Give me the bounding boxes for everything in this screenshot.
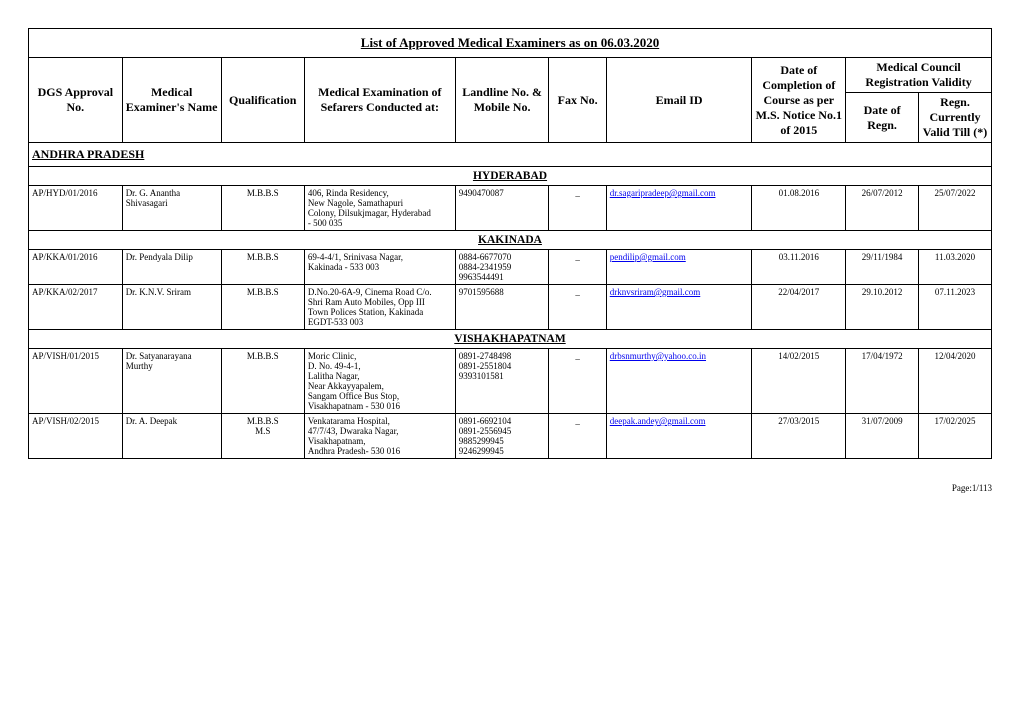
state-header: ANDHRA PRADESH	[29, 143, 992, 167]
table-title: List of Approved Medical Examiners as on…	[29, 29, 992, 58]
col-regn-valid: Regn. Currently Valid Till (*)	[919, 93, 992, 143]
table-row: AP/HYD/01/2016Dr. G. Anantha Shivasagari…	[29, 186, 992, 231]
table-row: AP/VISH/02/2015Dr. A. DeepakM.B.B.S M.SV…	[29, 414, 992, 459]
col-name: Medical Examiner's Name	[122, 58, 221, 143]
examiners-table: List of Approved Medical Examiners as on…	[28, 28, 992, 459]
email-link[interactable]: drbsnmurthy@yahoo.co.in	[610, 351, 706, 361]
city-header: KAKINADA	[29, 231, 992, 250]
col-qual: Qualification	[221, 58, 304, 143]
col-dgs: DGS Approval No.	[29, 58, 123, 143]
col-date-course: Date of Completion of Course as per M.S.…	[752, 58, 846, 143]
page-footer: Page:1/113	[28, 483, 992, 493]
table-row: AP/KKA/01/2016Dr. Pendyala DilipM.B.B.S6…	[29, 250, 992, 285]
col-date-regn: Date of Regn.	[846, 93, 919, 143]
city-header: HYDERABAD	[29, 167, 992, 186]
email-link[interactable]: pendilip@gmail.com	[610, 252, 686, 262]
table-row: AP/KKA/02/2017Dr. K.N.V. SriramM.B.B.SD.…	[29, 285, 992, 330]
email-link[interactable]: deepak.andey@gmail.com	[610, 416, 706, 426]
table-row: AP/VISH/01/2015Dr. Satyanarayana MurthyM…	[29, 349, 992, 414]
col-email: Email ID	[606, 58, 752, 143]
email-link[interactable]: drknvsriram@gmail.com	[610, 287, 701, 297]
col-fax: Fax No.	[549, 58, 606, 143]
col-landline: Landline No. & Mobile No.	[455, 58, 549, 143]
col-mc-validity: Medical Council Registration Validity	[846, 58, 992, 93]
city-header: VISHAKHAPATNAM	[29, 330, 992, 349]
col-exam: Medical Examination of Sefarers Conducte…	[304, 58, 455, 143]
email-link[interactable]: dr.sagaripradeep@gmail.com	[610, 188, 716, 198]
